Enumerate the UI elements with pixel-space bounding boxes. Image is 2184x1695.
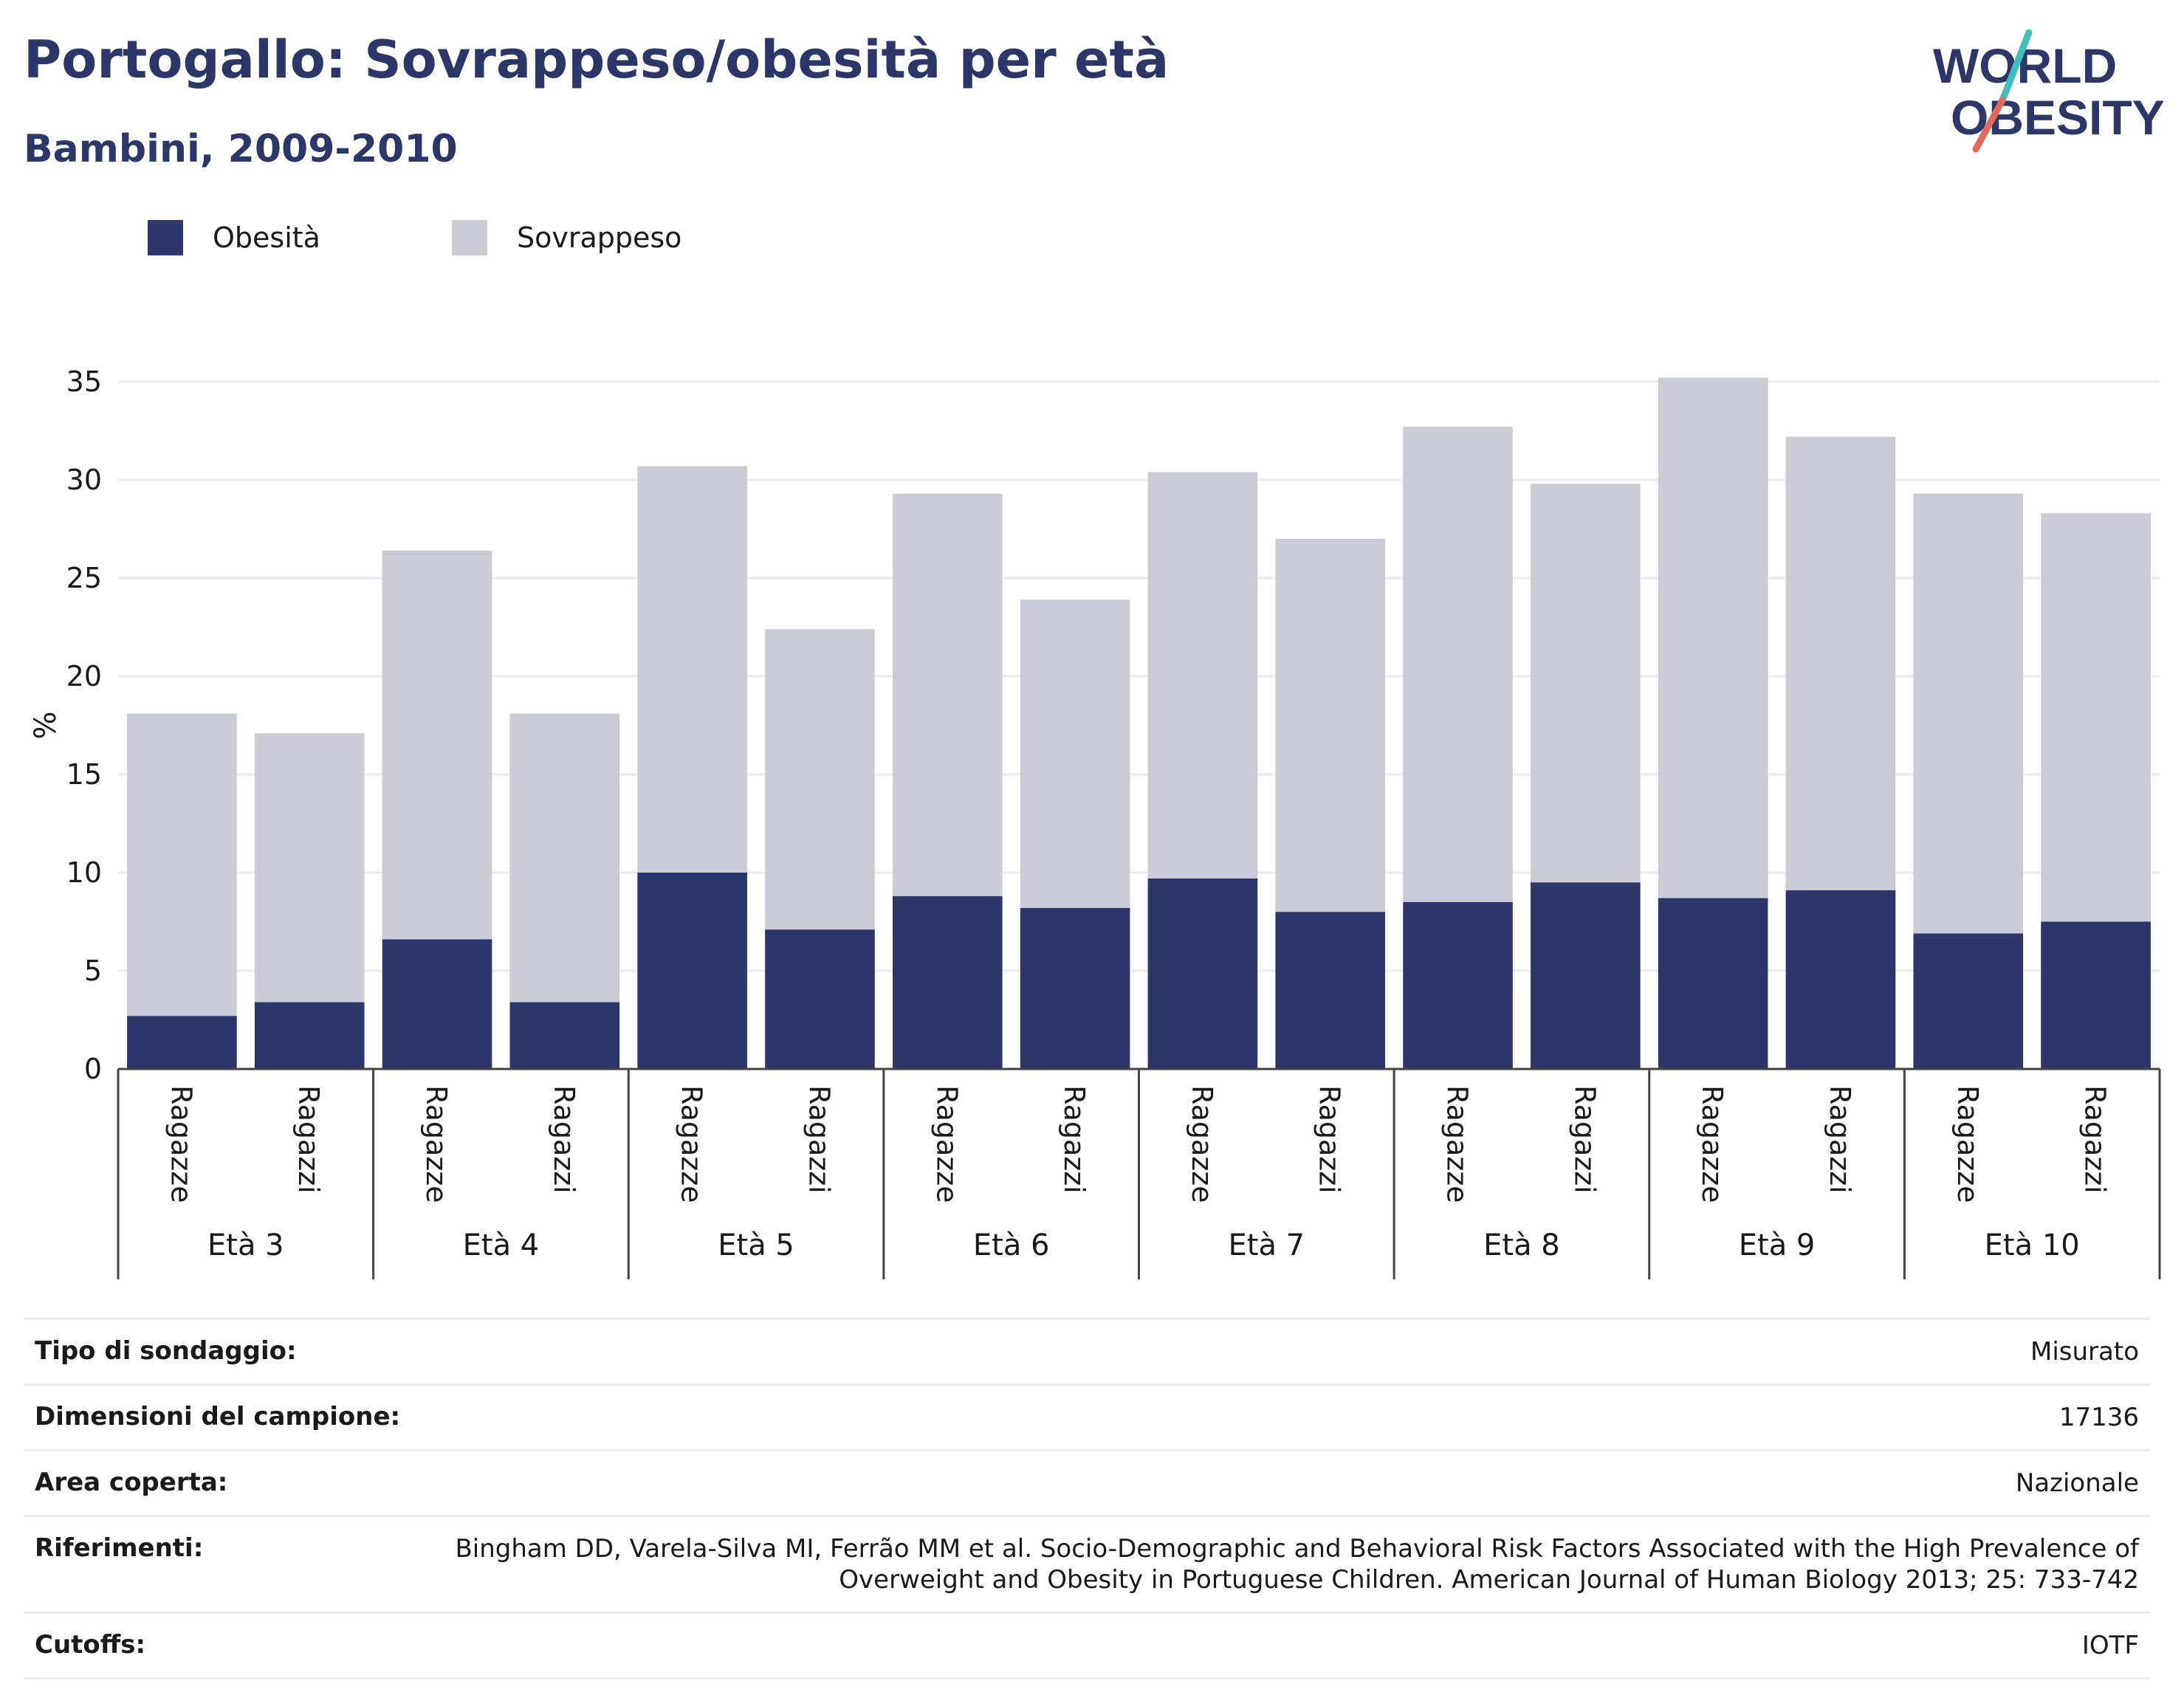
bar-obesity [1275, 912, 1386, 1069]
info-row: Tipo di sondaggio: Misurato [24, 1318, 2150, 1383]
x-subcategory-label: Ragazze [930, 1085, 963, 1203]
x-subcategory-label: Ragazze [1186, 1085, 1218, 1203]
legend-obesity-swatch [148, 220, 183, 255]
legend-overweight-label: Sovrappeso [517, 221, 682, 254]
bar-overweight [1403, 427, 1513, 902]
x-group-label: Età 8 [1483, 1228, 1560, 1262]
x-group-label: Età 10 [1985, 1228, 2080, 1262]
info-value: 17136 [2058, 1403, 2139, 1432]
bar-obesity [765, 929, 875, 1069]
x-subcategory-label: Ragazzi [803, 1085, 835, 1194]
y-tick-label: 10 [66, 856, 102, 889]
y-tick-label: 20 [66, 660, 102, 692]
info-label: Tipo di sondaggio: [35, 1336, 297, 1366]
chart-subtitle: Bambini, 2009-2010 [24, 127, 458, 171]
info-row: Area coperta: Nazionale [24, 1449, 2150, 1515]
y-tick-label: 5 [84, 955, 102, 987]
chart-title: Portogallo: Sovrappeso/obesità per età [24, 30, 1170, 90]
x-group-label: Età 4 [463, 1228, 540, 1262]
bar-obesity [127, 1016, 237, 1069]
info-row: Cutoffs: IOTF [24, 1612, 2150, 1679]
bar-obesity [254, 1002, 365, 1069]
x-subcategory-label: Ragazzi [292, 1085, 325, 1194]
bar-obesity [1785, 890, 1896, 1069]
bar-obesity [1403, 901, 1513, 1069]
bar-obesity [892, 895, 1003, 1069]
info-value: Misurato [2030, 1337, 2139, 1366]
legend-overweight-swatch [452, 220, 487, 255]
info-value: Nazionale [2015, 1468, 2139, 1498]
x-subcategory-label: Ragazzi [548, 1085, 580, 1194]
bar-obesity [637, 873, 747, 1069]
x-subcategory-label: Ragazzi [1824, 1085, 1856, 1194]
y-tick-label: 15 [66, 758, 102, 791]
x-subcategory-label: Ragazzi [1314, 1085, 1346, 1194]
bar-overweight [2041, 513, 2151, 922]
bar-overweight [1913, 493, 2024, 934]
bar-obesity [509, 1002, 620, 1069]
bar-overweight [1785, 436, 1896, 890]
bar-overweight [127, 713, 237, 1017]
y-axis-label: % [29, 711, 63, 739]
y-tick-label: 30 [66, 464, 102, 496]
x-subcategory-label: Ragazze [165, 1085, 197, 1203]
logo-slash-teal [1999, 30, 2033, 104]
x-group-label: Età 9 [1739, 1228, 1816, 1262]
bar-overweight [254, 733, 365, 1003]
x-subcategory-label: Ragazzi [1058, 1085, 1091, 1194]
bar-overweight [1531, 484, 1641, 883]
x-group-label: Età 5 [718, 1228, 794, 1262]
x-subcategory-label: Ragazze [676, 1085, 708, 1203]
y-tick-label: 0 [84, 1053, 102, 1085]
x-subcategory-label: Ragazzi [2079, 1085, 2112, 1194]
x-group-label: Età 6 [973, 1228, 1050, 1262]
bar-overweight [765, 629, 875, 930]
bar-overweight [382, 550, 492, 940]
info-label: Dimensioni del campione: [35, 1402, 401, 1431]
bar-obesity [1913, 933, 2024, 1069]
x-subcategory-label: Ragazze [420, 1085, 453, 1203]
info-table: Tipo di sondaggio: Misurato Dimensioni del… [24, 1318, 2150, 1679]
y-tick-label: 35 [66, 365, 102, 398]
legend-obesity[interactable]: Obesità [148, 220, 320, 255]
bar-obesity [1020, 907, 1130, 1069]
x-subcategory-label: Ragazze [1696, 1085, 1728, 1203]
bar-overweight [1147, 472, 1258, 879]
bar-obesity [1658, 898, 1768, 1069]
logo-slash-red [1972, 97, 2006, 153]
info-value: Bingham DD, Varela-Silva MI, Ferrão MM e… [455, 1534, 2139, 1595]
bar-overweight [1020, 599, 1130, 908]
bar-overweight [892, 493, 1003, 896]
info-row: Riferimenti: Bingham DD, Varela-Silva MI,… [24, 1515, 2150, 1612]
bar-overweight [509, 713, 620, 1003]
legend-overweight[interactable]: Sovrappeso [452, 220, 681, 255]
world-obesity-logo: WORLD OBESITY [1933, 30, 2163, 153]
y-tick-label: 25 [66, 562, 102, 594]
bar-obesity [382, 939, 492, 1069]
info-row: Dimensioni del campione: 17136 [24, 1383, 2150, 1449]
bar-obesity [1531, 882, 1641, 1069]
info-value: IOTF [2081, 1631, 2139, 1660]
bar-overweight [1275, 538, 1386, 912]
bar-overweight [637, 466, 747, 873]
legend-obesity-label: Obesità [213, 221, 320, 254]
stacked-bar-chart: 0 5 10 15 20 25 30 35% Ragazze Ragazzi Età 3 Ragazz… [29, 365, 2161, 1279]
bar-overweight [1658, 377, 1768, 898]
bar-obesity [1147, 878, 1258, 1069]
info-label: Cutoffs: [35, 1630, 146, 1660]
info-label: Area coperta: [35, 1468, 228, 1497]
x-group-label: Età 7 [1228, 1228, 1305, 1262]
info-label: Riferimenti: [35, 1533, 204, 1563]
x-subcategory-label: Ragazze [1951, 1085, 1984, 1203]
x-group-label: Età 3 [207, 1228, 284, 1262]
bar-obesity [2041, 921, 2151, 1069]
x-subcategory-label: Ragazzi [1568, 1085, 1601, 1194]
x-subcategory-label: Ragazze [1441, 1085, 1474, 1203]
